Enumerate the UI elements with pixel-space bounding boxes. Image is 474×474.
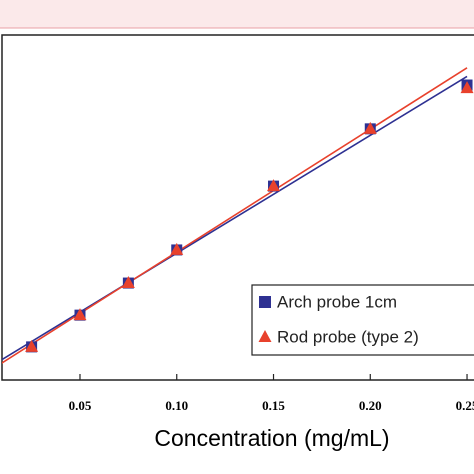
legend-marker (259, 296, 271, 308)
legend-marker (258, 330, 272, 342)
x-tick-label: 0.25 (456, 398, 474, 413)
x-tick-label: 0.20 (359, 398, 382, 413)
legend-label: Arch probe 1cm (277, 292, 397, 311)
x-axis-label: Concentration (mg/mL) (154, 425, 389, 451)
x-tick-label: 0.05 (69, 398, 92, 413)
top-band (0, 0, 474, 28)
point (363, 121, 377, 134)
fit-line (2, 67, 468, 364)
point (267, 179, 281, 192)
point (25, 339, 39, 352)
plot-frame (1, 34, 474, 381)
x-tick-label: 0.10 (165, 398, 188, 413)
point (460, 81, 474, 94)
legend-label: Rod probe (type 2) (277, 327, 419, 346)
fit-line (2, 75, 468, 361)
x-tick-label: 0.15 (262, 398, 285, 413)
point (170, 242, 184, 255)
legend (251, 284, 474, 356)
point (121, 276, 135, 289)
point (73, 308, 87, 321)
